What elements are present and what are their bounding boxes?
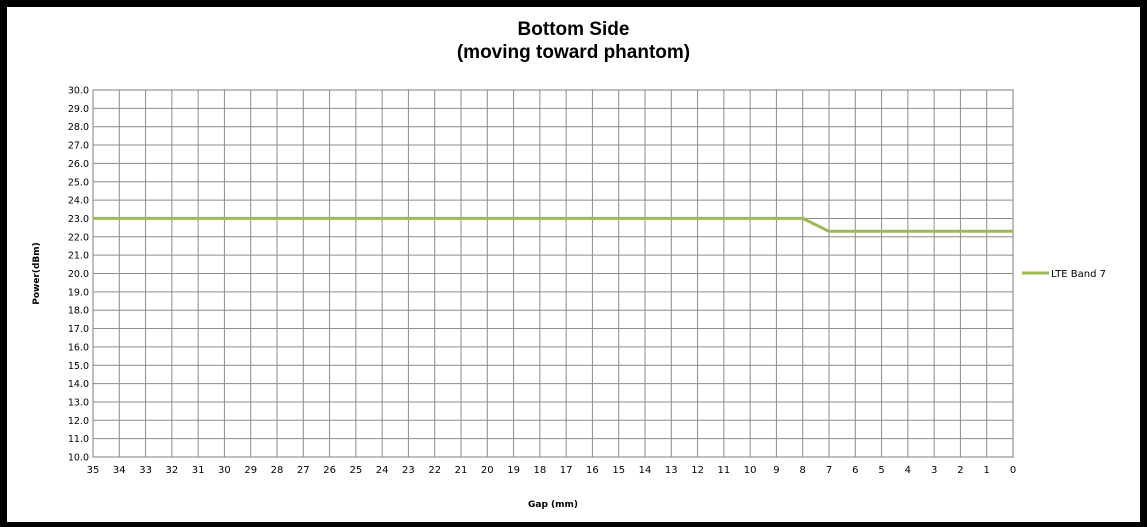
x-tick-label: 3	[931, 465, 937, 476]
y-tick-label: 19.0	[68, 287, 89, 298]
y-axis-ticks: 10.0 11.0 12.0 13.0 14.0 15.0 16.0 17.0 18.0 19.0…	[68, 86, 89, 464]
x-tick-label: 18	[533, 465, 546, 476]
x-tick-label: 35	[87, 465, 100, 476]
x-tick-label: 32	[165, 465, 178, 476]
x-tick-label: 13	[665, 465, 678, 476]
x-axis-label: Gap (mm)	[528, 500, 578, 510]
x-tick-label: 33	[139, 465, 152, 476]
x-tick-label: 5	[878, 465, 884, 476]
y-tick-label: 17.0	[68, 324, 89, 335]
chart-series	[93, 216, 1013, 233]
x-tick-label: 17	[560, 465, 573, 476]
chart-title-line-1: Bottom Side	[517, 19, 630, 40]
x-tick-label: 29	[244, 465, 257, 476]
chart-title: Bottom Side (moving toward phantom)	[0, 18, 1147, 64]
x-tick-label: 21	[455, 465, 468, 476]
y-tick-label: 13.0	[68, 397, 89, 408]
x-tick-label: 6	[852, 465, 858, 476]
y-tick-label: 18.0	[68, 306, 89, 317]
y-tick-label: 14.0	[68, 379, 89, 390]
x-tick-label: 9	[773, 465, 779, 476]
x-tick-label: 0	[1010, 465, 1016, 476]
x-tick-label: 26	[323, 465, 336, 476]
y-tick-label: 10.0	[68, 453, 89, 464]
x-tick-label: 15	[612, 465, 625, 476]
x-tick-label: 14	[639, 465, 652, 476]
y-tick-label: 27.0	[68, 141, 89, 152]
x-axis-ticks: 35 34 33 32 31 30 29 28 27 26 25 24 23 22 21 20 19 18 17 16…	[87, 465, 1017, 476]
x-tick-label: 4	[905, 465, 911, 476]
y-tick-label: 11.0	[68, 434, 89, 445]
x-tick-label: 22	[428, 465, 441, 476]
x-tick-label: 25	[349, 465, 362, 476]
y-tick-label: 12.0	[68, 416, 89, 427]
x-tick-label: 7	[826, 465, 832, 476]
x-tick-label: 12	[691, 465, 704, 476]
chart-legend: LTE Band 7	[1022, 269, 1106, 280]
x-tick-label: 20	[481, 465, 494, 476]
y-tick-label: 20.0	[68, 269, 89, 280]
y-axis-label: Power(dBm)	[32, 242, 42, 305]
x-tick-label: 11	[717, 465, 730, 476]
chart-title-line-2: (moving toward phantom)	[456, 42, 691, 63]
legend-label: LTE Band 7	[1051, 269, 1106, 280]
x-tick-label: 16	[586, 465, 599, 476]
y-tick-label: 30.0	[68, 86, 89, 97]
y-tick-label: 23.0	[68, 214, 89, 225]
y-tick-label: 16.0	[68, 342, 89, 353]
x-tick-label: 2	[957, 465, 963, 476]
y-tick-label: 28.0	[68, 122, 89, 133]
y-tick-label: 22.0	[68, 232, 89, 243]
y-tick-label: 15.0	[68, 361, 89, 372]
x-tick-label: 8	[800, 465, 806, 476]
y-tick-label: 21.0	[68, 251, 89, 262]
plot-area-border	[92, 89, 1014, 458]
x-tick-label: 24	[376, 465, 389, 476]
x-tick-label: 10	[744, 465, 757, 476]
y-tick-label: 26.0	[68, 159, 89, 170]
series-line-lte-band-7	[93, 216, 1013, 233]
y-tick-label: 24.0	[68, 196, 89, 207]
y-tick-label: 29.0	[68, 104, 89, 115]
x-tick-label: 31	[192, 465, 205, 476]
x-tick-label: 30	[218, 465, 231, 476]
x-tick-label: 1	[984, 465, 990, 476]
chart-grid	[92, 89, 1014, 458]
x-tick-label: 28	[271, 465, 284, 476]
x-tick-label: 34	[113, 465, 126, 476]
y-tick-label: 25.0	[68, 177, 89, 188]
x-tick-label: 19	[507, 465, 520, 476]
x-tick-label: 23	[402, 465, 415, 476]
x-tick-label: 27	[297, 465, 310, 476]
